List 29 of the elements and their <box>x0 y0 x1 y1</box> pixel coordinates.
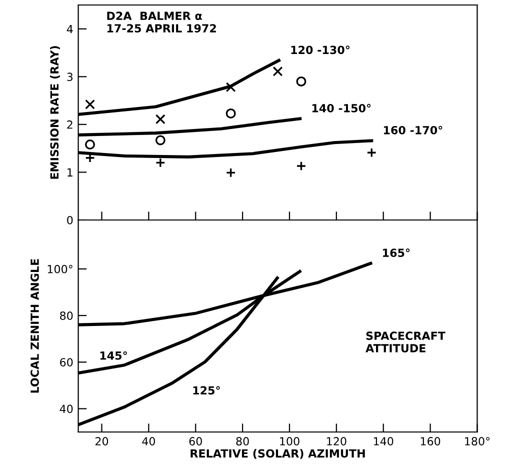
y-axis-title: LOCAL ZENITH ANGLE <box>30 259 39 393</box>
y-tick-label: 1 <box>68 168 72 176</box>
y-tick-label: 80 <box>60 311 73 320</box>
x-tick-label: 140 <box>374 437 394 446</box>
series-label: 140 -150° <box>312 104 371 112</box>
y-tick-label: 100° <box>48 264 72 274</box>
series-label: 165° <box>383 248 410 258</box>
x-tick-label: 120 <box>327 437 346 446</box>
y-tick-label: 40 <box>60 404 73 414</box>
annotation: D2A BALMER α 17-25 APRIL 1972 <box>107 12 216 32</box>
annotation: SPACECRAFT ATTITUDE <box>366 332 446 352</box>
y-tick-label: 4 <box>66 25 73 34</box>
x-axis-title: RELATIVE (SOLAR) AZIMUTH <box>190 449 365 459</box>
y-tick-label: 0 <box>67 216 73 224</box>
series-label: 125° <box>193 386 220 395</box>
x-tick-label: 80 <box>236 437 249 446</box>
x-tick-label: 100 <box>280 437 300 446</box>
y-axis-title: EMISSION RATE (RAY) <box>50 46 60 179</box>
x-tick-label: 40 <box>142 437 156 446</box>
x-tick-label: 180° <box>465 437 490 446</box>
series-label: 145° <box>100 351 127 360</box>
x-tick-label: 60 <box>189 437 202 446</box>
y-tick-label: 60 <box>60 358 73 366</box>
x-tick-label: 20 <box>95 437 108 446</box>
series-label: 160 -170° <box>384 126 442 134</box>
series-label: 120 -130° <box>291 46 350 54</box>
x-tick-label: 160 <box>420 437 440 446</box>
y-tick-label: 3 <box>67 72 73 82</box>
y-tick-label: 2 <box>67 120 72 129</box>
